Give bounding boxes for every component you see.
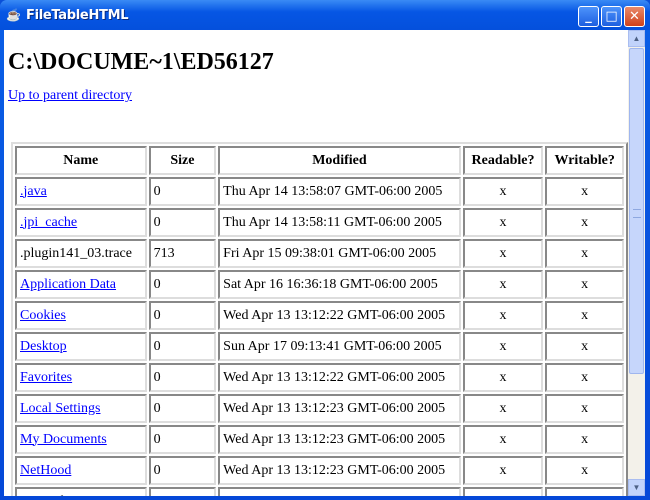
table-row: ntuser.dat2097152Sun Apr 17 09:13:43 GMT… [15,487,624,496]
readable-cell: x [462,332,544,361]
readable-cell: x [462,239,544,268]
name-cell: Local Settings [15,394,147,423]
modified-cell: Sat Apr 16 16:36:18 GMT-06:00 2005 [218,270,461,299]
size-cell: 0 [148,363,217,392]
title-bar[interactable]: ☕ FileTableHTML _ □ ✕ [0,0,650,30]
file-link[interactable]: .jpi_cache [20,214,78,230]
name-cell: Desktop [15,332,147,361]
size-cell: 0 [148,177,217,206]
readable-cell: x [462,363,544,392]
writable-cell: x [545,425,624,454]
header-writable: Writable? [545,146,624,175]
modified-cell: Wed Apr 13 13:12:23 GMT-06:00 2005 [218,394,461,423]
parent-directory-link[interactable]: Up to parent directory [8,88,133,103]
name-cell: ntuser.dat [15,487,147,496]
readable-cell: x [462,270,544,299]
name-cell: .java [15,177,147,206]
writable-cell: x [545,239,624,268]
file-link[interactable]: .java [20,183,47,199]
modified-cell: Thu Apr 14 13:58:07 GMT-06:00 2005 [218,177,461,206]
maximize-button[interactable]: □ [601,6,622,27]
file-link[interactable]: Favorites [20,369,73,385]
modified-cell: Sun Apr 17 09:13:41 GMT-06:00 2005 [218,332,461,361]
header-size: Size [148,146,217,175]
readable-cell: x [462,208,544,237]
file-link[interactable]: Desktop [20,338,67,354]
size-cell: 0 [148,270,217,299]
scroll-thumb[interactable] [629,48,644,374]
name-cell: Favorites [15,363,147,392]
name-cell: Cookies [15,301,147,330]
table-row: My Documents 0 Wed Apr 13 13:12:23 GMT-06:… [15,425,624,454]
java-cup-icon: ☕ [6,8,21,22]
readable-cell: x [462,425,544,454]
size-cell: 0 [148,301,217,330]
name-cell: My Documents [15,425,147,454]
writable-cell: x [545,177,624,206]
table-row: Favorites 0 Wed Apr 13 13:12:22 GMT-06:00 … [15,363,624,392]
name-cell: Application Data [15,270,147,299]
name-cell: .plugin141_03.trace [15,239,147,268]
header-modified: Modified [218,146,461,175]
window-title: FileTableHTML [26,8,129,23]
size-cell: 0 [148,425,217,454]
file-link[interactable]: NetHood [20,462,72,478]
header-name: Name [15,146,147,175]
html-content-pane: C:\DOCUME~1\ED56127 Up to parent directo… [4,30,628,496]
table-row: Desktop 0 Sun Apr 17 09:13:41 GMT-06:00 20… [15,332,624,361]
size-cell: 713 [148,239,217,268]
file-table: Name Size Modified Readable? Writable? .… [11,142,628,496]
table-row: Application Data 0 Sat Apr 16 16:36:18 GMT… [15,270,624,299]
header-readable: Readable? [462,146,544,175]
modified-cell: Wed Apr 13 13:12:23 GMT-06:00 2005 [218,425,461,454]
writable-cell: x [545,394,624,423]
size-cell: 0 [148,332,217,361]
name-cell: NetHood [15,456,147,485]
page-title: C:\DOCUME~1\ED56127 [8,49,274,75]
writable-cell: x [545,487,624,496]
modified-cell: Wed Apr 13 13:12:22 GMT-06:00 2005 [218,363,461,392]
table-row: NetHood 0 Wed Apr 13 13:12:23 GMT-06:00 20… [15,456,624,485]
writable-cell: x [545,363,624,392]
table-header-row: Name Size Modified Readable? Writable? [15,146,624,175]
modified-cell: Fri Apr 15 09:38:01 GMT-06:00 2005 [218,239,461,268]
writable-cell: x [545,332,624,361]
writable-cell: x [545,456,624,485]
table-row: .jpi_cache 0 Thu Apr 14 13:58:11 GMT-06:00… [15,208,624,237]
writable-cell: x [545,301,624,330]
size-cell: 2097152 [148,487,217,496]
modified-cell: Thu Apr 14 13:58:11 GMT-06:00 2005 [218,208,461,237]
file-link[interactable]: Local Settings [20,400,101,416]
table-row: .plugin141_03.trace 713 Fri Apr 15 09:38:0… [15,239,624,268]
size-cell: 0 [148,456,217,485]
minimize-button[interactable]: _ [578,6,599,27]
readable-cell: x [462,487,544,496]
table-row: .java 0 Thu Apr 14 13:58:07 GMT-06:00 2005… [15,177,624,206]
file-link[interactable]: Application Data [20,276,117,292]
file-link[interactable]: Cookies [20,307,66,323]
readable-cell: x [462,177,544,206]
writable-cell: x [545,208,624,237]
size-cell: 0 [148,208,217,237]
readable-cell: x [462,394,544,423]
table-row: Cookies 0 Wed Apr 13 13:12:22 GMT-06:00 20… [15,301,624,330]
scroll-down-arrow-icon[interactable]: ▼ [628,479,645,496]
modified-cell: Sun Apr 17 09:13:43 GMT-06:00 2005 [218,487,461,496]
modified-cell: Wed Apr 13 13:12:23 GMT-06:00 2005 [218,456,461,485]
modified-cell: Wed Apr 13 13:12:22 GMT-06:00 2005 [218,301,461,330]
readable-cell: x [462,456,544,485]
name-cell: .jpi_cache [15,208,147,237]
writable-cell: x [545,270,624,299]
file-link[interactable]: My Documents [20,431,107,447]
size-cell: 0 [148,394,217,423]
close-button[interactable]: ✕ [624,6,645,27]
vertical-scrollbar[interactable]: ▲ ▼ [628,30,645,496]
scroll-up-arrow-icon[interactable]: ▲ [628,30,645,47]
readable-cell: x [462,301,544,330]
table-row: Local Settings 0 Wed Apr 13 13:12:23 GMT-0… [15,394,624,423]
